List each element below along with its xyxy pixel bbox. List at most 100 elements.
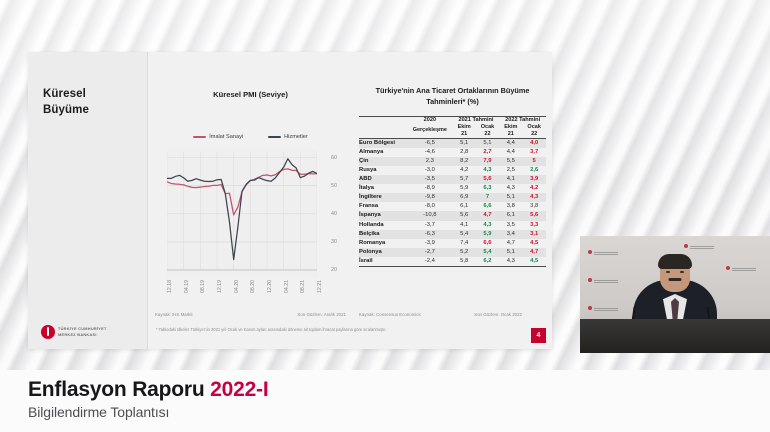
wall-logo-icon <box>588 306 618 310</box>
slide-title-line1: Küresel <box>43 88 86 100</box>
table-cell-value: 4,4 <box>506 139 515 146</box>
table-cell-value: -3,9 <box>424 239 435 246</box>
table-cell-value: 5,5 <box>506 157 515 164</box>
chart-x-tick-label: 12.18 <box>167 280 173 293</box>
chart-title: Küresel PMI (Seviye) <box>213 90 288 99</box>
chart-y-tick-label: 20 <box>331 267 337 273</box>
table-header-cell: Ocak 22 <box>527 123 541 137</box>
table-header-sub-row: Gerçekleşme Ekim 21 Ocak 22 Ekim 21 Ocak 22 <box>359 123 546 139</box>
table-cell-value: -3,5 <box>424 176 435 183</box>
table-row: İsrail -2,4 5,8 6,2 4,3 4,5 <box>359 257 546 267</box>
table-cell-value: 5,6 <box>460 212 469 219</box>
table-cell-value: 6,6 <box>483 239 492 246</box>
table-cell-value: 5,9 <box>460 185 469 192</box>
table-cell-value: 6,2 <box>483 257 492 264</box>
chart-y-tick-label: 30 <box>331 238 337 245</box>
banner-subtitle: Bilgilendirme Toplantısı <box>28 404 170 420</box>
table-body: Euro Bölgesi -6,5 5,1 5,1 4,4 4,0 Almanya -4,6 2… <box>359 138 546 267</box>
table-cell-country: Polonya <box>359 248 382 255</box>
table-header-group-row: 2020 2021 Tahmini 2022 Tahmini <box>359 116 546 124</box>
table-header-cell: Ekim 21 <box>504 123 518 137</box>
legend-label: İmalat Sanayi <box>209 134 244 140</box>
table-row: İtalya -8,9 5,9 6,3 4,3 4,2 <box>359 184 546 193</box>
table-cell-value: -6,5 <box>424 139 435 146</box>
table-row: Almanya -4,6 2,8 2,7 4,4 3,7 <box>359 148 546 157</box>
table-cell-value: 5,7 <box>460 176 469 183</box>
table-cell-value: 5,6 <box>483 176 492 183</box>
table-cell-value: 4,0 <box>530 139 539 146</box>
speaker-eye-right <box>680 271 684 274</box>
table-cell-value: 5 <box>532 157 536 164</box>
table-row: İngiltere -9,8 6,9 7 5,1 4,3 <box>359 193 546 203</box>
table-cell-value: 6,3 <box>483 185 492 192</box>
table-cell-value: -2,7 <box>424 248 435 255</box>
table-cell-value: 3,5 <box>506 221 515 228</box>
table-cell-value: 3,3 <box>530 221 539 228</box>
table-cell-value: 7,9 <box>483 157 492 164</box>
table-cell-value: 4,2 <box>460 167 469 174</box>
table-header-cell <box>359 124 407 138</box>
table-header-cell: Ocak 22 <box>480 123 495 137</box>
table-row: Romanya -3,9 7,4 6,6 4,7 4,5 <box>359 239 546 248</box>
table-cell-value: 4,3 <box>483 167 492 174</box>
speaker-moustache <box>668 278 682 281</box>
chart-x-tick-label: 12.21 <box>317 280 323 293</box>
growth-forecast-table: 2020 2021 Tahmini 2022 Tahmini Gerçekleşme E… <box>359 116 546 267</box>
chart-x-tick-label: 04.21 <box>283 280 290 293</box>
legend-swatch-icon <box>268 135 282 139</box>
page-title: Küresel Büyüme <box>43 87 89 118</box>
video-feed[interactable] <box>580 236 770 353</box>
table-cell-value: 5,6 <box>530 212 539 219</box>
table-cell-value: 6,6 <box>483 203 492 210</box>
table-row: Çin 2,3 8,2 7,9 5,5 5 <box>359 156 546 167</box>
table-cell-value: 3,8 <box>530 203 539 210</box>
wall-logo-icon <box>588 278 618 282</box>
table-row: Rusya -3,0 4,2 4,3 2,5 2,6 <box>359 166 546 175</box>
speaker-eye-left <box>666 271 670 274</box>
chart-svg <box>167 150 317 278</box>
table-cell-value: 3,7 <box>530 148 539 155</box>
lower-third-banner: Enflasyon Raporu 2022-I Bilgilendirme To… <box>0 370 770 432</box>
table-cell-country: Almanya <box>359 148 384 155</box>
table-head: 2020 2021 Tahmini 2022 Tahmini Gerçekleşme E… <box>359 116 546 139</box>
speaker-figure <box>633 254 717 326</box>
table-cell-value: 2,3 <box>425 157 434 164</box>
table-cell-value: 3,1 <box>530 230 539 237</box>
slide-content: Küresel Büyüme TÜRKİYE CUMHURİYET MERKEZ… <box>28 52 552 349</box>
table-cell-value: 4,2 <box>530 185 539 192</box>
cbrt-logo-line1: TÜRKİYE CUMHURİYET <box>58 326 107 332</box>
legend-entry: İmalat Sanayi <box>193 134 243 140</box>
table-cell-value: -10,8 <box>423 212 437 219</box>
table-title: Türkiye'nin Ana Ticaret Ortaklarının Büy… <box>375 86 530 106</box>
legend-label: Hizmetler <box>284 134 308 140</box>
table-cell-value: -9,8 <box>424 194 435 201</box>
table-cell-value: 5,1 <box>506 194 515 201</box>
table-cell-value: -6,3 <box>424 230 435 237</box>
cbrt-logo-text: TÜRKİYE CUMHURİYET MERKEZ BANKASI <box>58 326 107 338</box>
table-cell-value: 7 <box>485 194 490 201</box>
table-cell-value: 4,5 <box>530 257 539 264</box>
chart-y-tick-label: 40 <box>331 210 337 217</box>
table-cell-country: Romanya <box>359 239 386 246</box>
table-cell-value: -8,0 <box>424 203 435 210</box>
chart-x-axis-labels: 12.18 04.19 08.19 12.19 04.20 08.20 12.20 04.21… <box>167 280 323 310</box>
table-cell-value: 3,9 <box>530 176 539 183</box>
banner-title-accent: 2022-I <box>210 378 269 401</box>
table-cell-value: 5,4 <box>460 230 469 237</box>
table-cell-value: 2,8 <box>460 148 469 155</box>
podium-desk <box>580 319 770 353</box>
chart-line-hizmetler <box>167 158 317 261</box>
table-cell-value: 8,2 <box>460 157 469 164</box>
legend-swatch-icon <box>193 135 207 139</box>
table-cell-value: 3,8 <box>506 203 515 210</box>
table-cell-value: 4,3 <box>506 185 515 192</box>
table-cell-value: 5,1 <box>506 248 515 255</box>
table-cell-value: 4,1 <box>506 176 515 183</box>
table-cell-country: Euro Bölgesi <box>359 139 396 146</box>
chart-legend: İmalat Sanayi Hizmetler <box>153 134 348 140</box>
chart-x-tick-label: 08.21 <box>300 280 307 293</box>
table-cell-value: 4,3 <box>483 221 492 228</box>
slide-title-line2: Büyüme <box>43 103 89 116</box>
wall-logo-icon <box>726 266 756 270</box>
table-header-group: 2021 Tahmini <box>458 117 494 123</box>
